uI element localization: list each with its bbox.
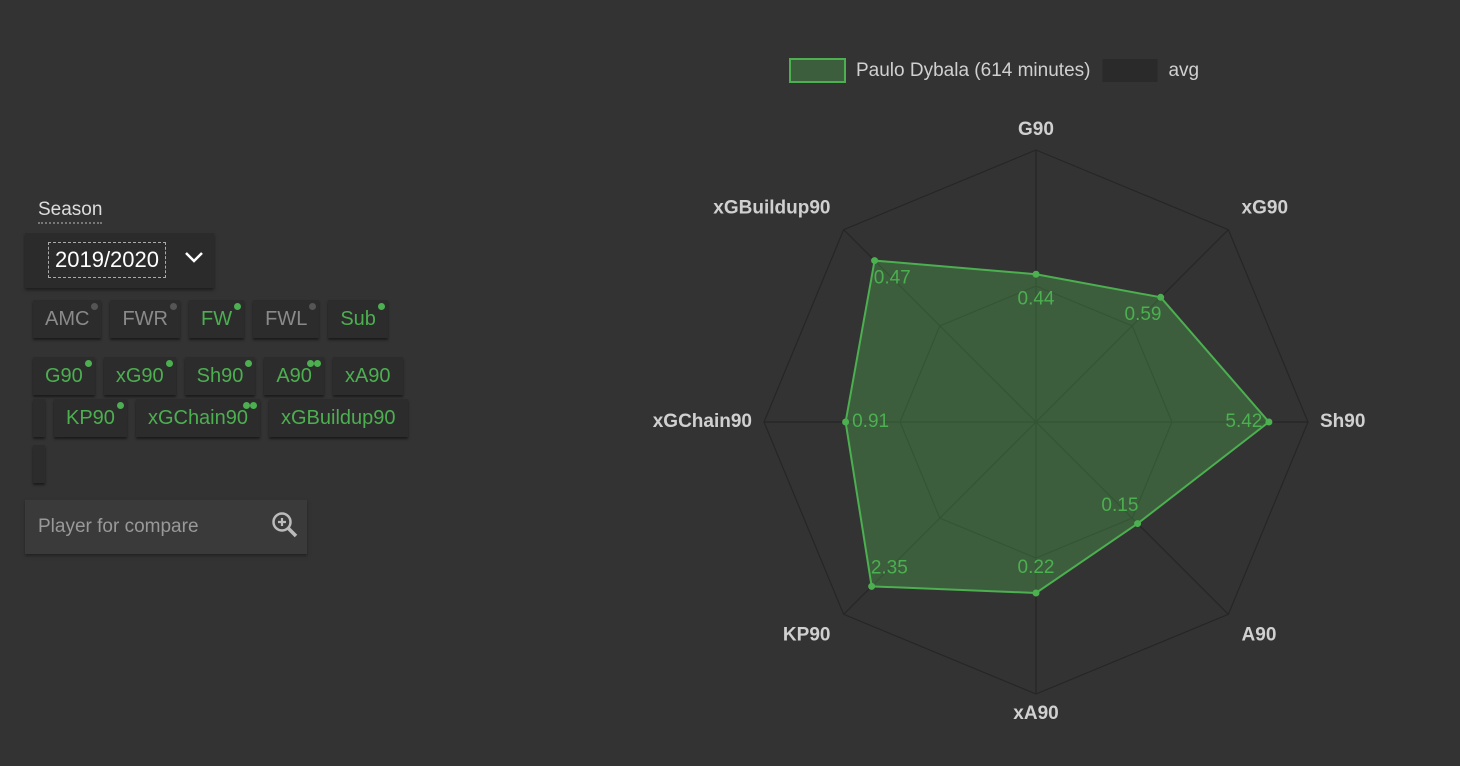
data-point [868,582,876,590]
data-point [1134,520,1142,528]
data-point [1265,418,1273,426]
legend-label: avg [1168,60,1199,81]
button-label: G90 [45,365,83,387]
value-label: 0.44 [1018,288,1055,309]
axis-label: Sh90 [1320,411,1365,432]
stat-button[interactable] [33,399,45,437]
position-filters: AMC FWR FW FWL Sub [33,300,413,338]
season-select[interactable]: 2019/2020 [25,233,214,288]
axis-spoke [843,421,1037,615]
position-button[interactable]: FWR [110,300,180,338]
button-label: FWL [265,308,308,330]
legend-label: Paulo Dybala (614 minutes) [856,60,1090,81]
status-dot [245,360,253,367]
stat-button[interactable]: xG90 [103,357,176,395]
legend-swatch [789,58,846,83]
stat-button[interactable]: Sh90 [184,357,256,395]
legend-swatch [1102,59,1158,82]
data-point [871,257,879,265]
status-dot [309,303,317,310]
data-point [842,418,850,426]
position-button[interactable]: AMC [33,300,102,338]
axis-label: xG90 [1242,197,1288,218]
value-label: 0.59 [1125,304,1162,325]
stat-button[interactable]: xA90 [332,357,403,395]
status-dot [377,303,385,310]
axis-label: KP90 [783,625,831,646]
status-dot [243,402,250,409]
season-value: 2019/2020 [48,242,166,278]
series-area [844,259,1271,594]
status-dot [313,360,321,367]
stat-button[interactable]: xGBuildup90 [269,399,408,437]
axis-label: xA90 [1013,703,1058,724]
data-point [1032,589,1040,597]
value-label: 5.42 [1225,411,1262,432]
button-label: xG90 [115,365,164,387]
status-dot [116,402,124,409]
axis-spoke [1035,421,1229,615]
button-label: xA90 [344,365,391,387]
position-button[interactable]: FWL [253,300,320,338]
season-label: Season [38,198,103,224]
button-label: FWR [122,308,168,330]
compare-search[interactable]: Player for compare [25,500,307,554]
value-label: 0.91 [852,411,889,432]
axis-spoke [1035,229,1229,423]
button-label: xGBuildup90 [281,407,396,429]
status-dot [234,303,242,310]
stat-button[interactable]: xGChain90 [135,399,260,437]
chevron [185,252,203,263]
data-point [1157,293,1165,301]
button-label: Sh90 [196,365,244,387]
stat-button[interactable] [33,445,45,483]
search-placeholder: Player for compare [38,516,199,537]
stat-filters: G90 xG90 Sh90 A90 xA90 KP90 xGChain90 xGBuildup… [33,357,413,483]
axis-label: xGBuildup90 [713,197,830,218]
position-button[interactable]: FW [189,300,245,338]
status-dot [250,402,257,409]
position-button[interactable]: Sub [328,300,388,338]
value-label: 0.22 [1018,557,1055,578]
axis-label: G90 [1018,119,1054,140]
button-label: Sub [340,308,376,330]
button-label: xGChain90 [147,407,248,429]
value-label: 2.35 [871,558,908,579]
axis-label: xGChain90 [653,411,752,432]
button-label: AMC [45,308,90,330]
button-label: FW [201,308,233,330]
status-dot [91,303,99,310]
search-icon [272,512,298,538]
status-dot [165,360,173,367]
status-dot [306,360,314,367]
status-dot [84,360,92,367]
stat-button[interactable]: A90 [264,357,324,395]
button-label: A90 [276,365,312,387]
stat-button[interactable]: KP90 [54,399,127,437]
axis-label: A90 [1242,625,1277,646]
data-point [1032,270,1040,278]
button-label: KP90 [66,407,115,429]
value-label: 0.15 [1101,495,1138,516]
stat-button[interactable]: G90 [33,357,95,395]
status-dot [170,303,177,310]
value-label: 0.47 [874,267,911,288]
